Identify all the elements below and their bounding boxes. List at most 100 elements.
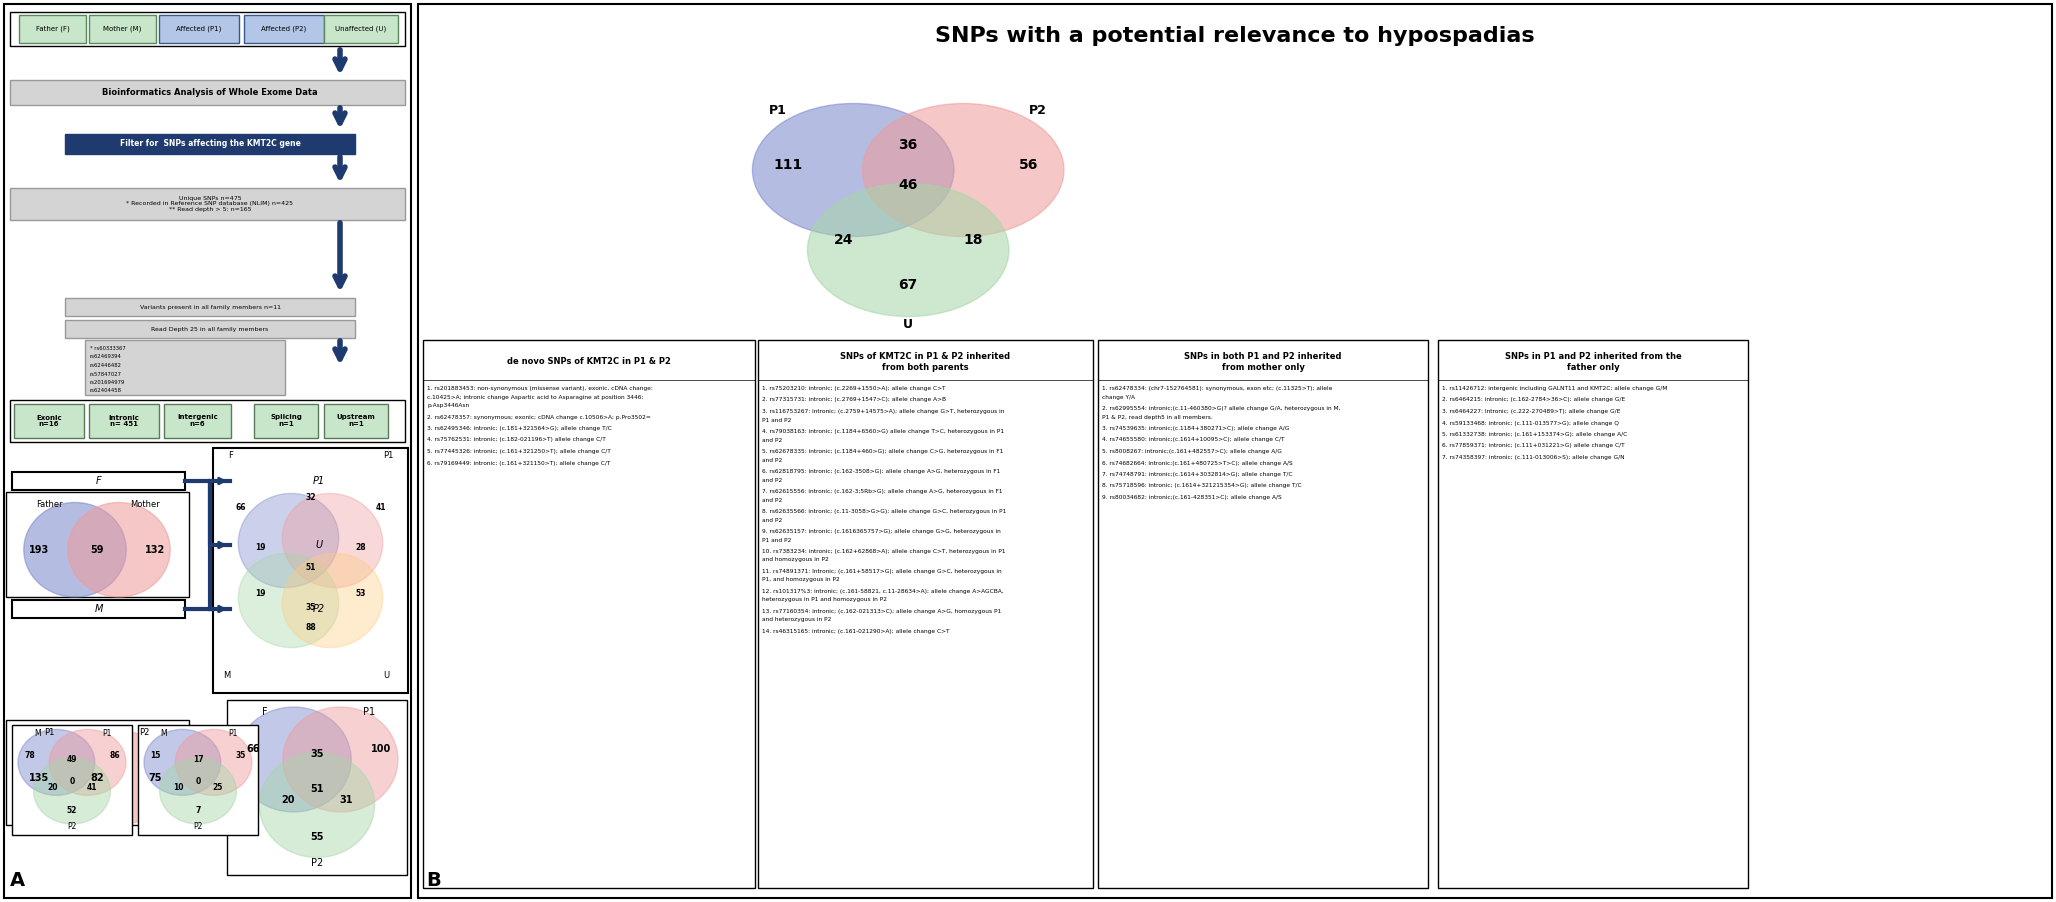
Ellipse shape: [282, 493, 382, 587]
Text: 5. rs62678335: intronic; (c.1184+460>G); allele change C>G, heterozygous in F1: 5. rs62678335: intronic; (c.1184+460>G);…: [763, 449, 1003, 454]
Text: 4. rs79038163: intronic; (c.1184+6560>G) allele change T>C, heterozygous in P1: 4. rs79038163: intronic; (c.1184+6560>G)…: [763, 429, 1003, 434]
Text: F: F: [261, 707, 267, 717]
Text: P1 and P2: P1 and P2: [763, 538, 792, 542]
Ellipse shape: [808, 183, 1009, 317]
Text: P1: P1: [769, 104, 787, 116]
Text: * rs60333367: * rs60333367: [90, 346, 125, 351]
Text: 2. rs62478357: synonymous; exonic; cDNA change c.10506>A; p.Pro3502=: 2. rs62478357: synonymous; exonic; cDNA …: [428, 415, 652, 419]
Text: SNPs in both P1 and P2 inherited
from mother only: SNPs in both P1 and P2 inherited from mo…: [1184, 353, 1343, 372]
Text: Mother (M): Mother (M): [103, 26, 142, 32]
Text: 6. rs77859371: intronic; (c.111+031221>G) allele change C/T: 6. rs77859371: intronic; (c.111+031221>G…: [1441, 444, 1624, 448]
Text: Filter for  SNPs affecting the KMT2C gene: Filter for SNPs affecting the KMT2C gene: [119, 140, 300, 149]
FancyBboxPatch shape: [226, 700, 407, 875]
Text: rs201694979: rs201694979: [90, 380, 125, 385]
Text: 46: 46: [898, 178, 917, 192]
FancyBboxPatch shape: [325, 404, 389, 438]
Text: F: F: [97, 476, 101, 486]
FancyBboxPatch shape: [12, 725, 132, 835]
Text: 17: 17: [193, 755, 204, 764]
Text: 4. rs59133468: intronic; (c.111-013577>G); allele change Q: 4. rs59133468: intronic; (c.111-013577>G…: [1441, 420, 1618, 426]
Text: 19: 19: [255, 544, 265, 553]
Text: rs62469394: rs62469394: [90, 354, 121, 360]
Text: 3. rs74539635: intronic;(c.1184+380271>C); allele change A/G: 3. rs74539635: intronic;(c.1184+380271>C…: [1102, 426, 1289, 431]
Text: de novo SNPs of KMT2C in P1 & P2: de novo SNPs of KMT2C in P1 & P2: [508, 357, 670, 366]
FancyBboxPatch shape: [66, 134, 356, 154]
Text: 193: 193: [29, 545, 49, 555]
Text: U: U: [903, 318, 913, 332]
Text: 31: 31: [339, 795, 354, 805]
FancyBboxPatch shape: [10, 12, 405, 46]
Text: 59: 59: [90, 545, 103, 555]
Text: P1 and P2: P1 and P2: [763, 418, 792, 422]
Text: U: U: [315, 540, 323, 550]
Text: 56: 56: [1018, 158, 1038, 172]
Text: 8. rs75718596: intronic; (c.1614+321215354>G); allele change T/C: 8. rs75718596: intronic; (c.1614+3212153…: [1102, 483, 1301, 489]
Text: 5. rs61332738: intronic; (c.161+153374>G); allele change A/C: 5. rs61332738: intronic; (c.161+153374>G…: [1441, 432, 1626, 437]
Ellipse shape: [284, 707, 399, 812]
Text: 3. rs6464227: Intronic; (c.222-270489>T); allele change G/E: 3. rs6464227: Intronic; (c.222-270489>T)…: [1441, 409, 1620, 414]
Text: P1: P1: [364, 707, 376, 717]
FancyBboxPatch shape: [325, 15, 399, 43]
Text: Read Depth 25 in all family members: Read Depth 25 in all family members: [152, 327, 269, 332]
Text: 51: 51: [304, 564, 317, 573]
Text: 3. rs62495346: intronic; (c.181+321564>G); allele change T/C: 3. rs62495346: intronic; (c.181+321564>G…: [428, 426, 613, 431]
Text: 18: 18: [964, 233, 983, 247]
Text: heterozygous in P1 and homozygous in P2: heterozygous in P1 and homozygous in P2: [763, 597, 886, 603]
Text: 25: 25: [212, 783, 222, 792]
Text: M: M: [222, 671, 230, 680]
FancyBboxPatch shape: [214, 448, 407, 693]
Text: 9. rs80034682: intronic;(c.161-428351>C); allele change A/S: 9. rs80034682: intronic;(c.161-428351>C)…: [1102, 495, 1281, 500]
Text: 111: 111: [773, 158, 802, 172]
FancyBboxPatch shape: [759, 340, 1094, 888]
FancyBboxPatch shape: [230, 536, 407, 554]
FancyBboxPatch shape: [1098, 340, 1429, 888]
Text: 4. rs74655580: intronic;(c.1614+10095>C); allele change C/T: 4. rs74655580: intronic;(c.1614+10095>C)…: [1102, 437, 1285, 443]
Text: 35: 35: [304, 603, 317, 612]
Text: 53: 53: [356, 588, 366, 597]
Text: 135: 135: [29, 773, 49, 783]
Text: 1. rs75203210: intronic; (c.2269+1550>A); allele change C>T: 1. rs75203210: intronic; (c.2269+1550>A)…: [763, 386, 946, 391]
Text: 1. rs62478334: (chr7-152764581): synonymous, exon etc; (c.11325>T); allele: 1. rs62478334: (chr7-152764581): synonym…: [1102, 386, 1332, 391]
Text: 7. rs74358397: intronic; (c.111-013006>S); allele change G/N: 7. rs74358397: intronic; (c.111-013006>S…: [1441, 455, 1624, 460]
Text: 9. rs62635157: intronic; (c.1616365757>G); allele change G>G, heterozygous in: 9. rs62635157: intronic; (c.1616365757>G…: [763, 529, 1001, 534]
Ellipse shape: [25, 731, 125, 825]
FancyBboxPatch shape: [4, 4, 411, 898]
FancyBboxPatch shape: [230, 600, 407, 618]
Text: 19: 19: [255, 588, 265, 597]
Text: and P2: and P2: [763, 457, 781, 463]
Text: 7. rs74748791: intronic;(c.1614+3032814>G); allele change T/C: 7. rs74748791: intronic;(c.1614+3032814>…: [1102, 472, 1293, 477]
Text: Unaffected (U): Unaffected (U): [335, 26, 387, 32]
Text: P1: P1: [45, 729, 56, 738]
Text: P2: P2: [68, 822, 76, 831]
Text: 20: 20: [282, 795, 294, 805]
Text: 6. rs79169449: intronic; (c.161+321150>T); allele change C/T: 6. rs79169449: intronic; (c.161+321150>T…: [428, 461, 611, 465]
Text: Mother: Mother: [130, 501, 160, 510]
Ellipse shape: [861, 104, 1063, 236]
Text: 52: 52: [66, 806, 78, 815]
Text: Bioinformatics Analysis of Whole Exome Data: Bioinformatics Analysis of Whole Exome D…: [103, 88, 319, 97]
Ellipse shape: [160, 758, 236, 824]
Text: 20: 20: [47, 783, 58, 792]
FancyBboxPatch shape: [14, 404, 84, 438]
Text: 2. rs62995554: intronic;(c.11-460380>G)? allele change G/A, heterozygous in M,: 2. rs62995554: intronic;(c.11-460380>G)?…: [1102, 406, 1341, 411]
Text: 28: 28: [356, 544, 366, 553]
Text: rs62404458: rs62404458: [90, 389, 121, 393]
FancyBboxPatch shape: [255, 404, 319, 438]
Text: 88: 88: [304, 623, 317, 632]
Text: 86: 86: [109, 751, 119, 760]
Text: Intergenic
n=6: Intergenic n=6: [177, 415, 218, 428]
Text: 82: 82: [90, 773, 103, 783]
FancyBboxPatch shape: [1437, 340, 1748, 888]
FancyBboxPatch shape: [245, 15, 325, 43]
Text: Father (F): Father (F): [35, 26, 70, 32]
Text: B: B: [426, 871, 440, 890]
Text: P1, and homozygous in P2: P1, and homozygous in P2: [763, 577, 839, 583]
Text: 7. rs62615556: intronic; (c.162-3;5Rb>G); allele change A>G, heterozygous in F1: 7. rs62615556: intronic; (c.162-3;5Rb>G)…: [763, 489, 1003, 494]
Text: 6. rs62818795: intronic; (c.162-3508>G); allele change A>G, heterozygous in F1: 6. rs62818795: intronic; (c.162-3508>G);…: [763, 469, 1001, 474]
FancyBboxPatch shape: [10, 80, 405, 105]
Text: 35: 35: [234, 751, 245, 760]
Text: 132: 132: [144, 545, 164, 555]
Text: 2. rs6464215: intronic; (c.162-2784>36>C); allele change G/E: 2. rs6464215: intronic; (c.162-2784>36>C…: [1441, 398, 1624, 402]
FancyBboxPatch shape: [10, 188, 405, 220]
Text: 75: 75: [148, 773, 162, 783]
